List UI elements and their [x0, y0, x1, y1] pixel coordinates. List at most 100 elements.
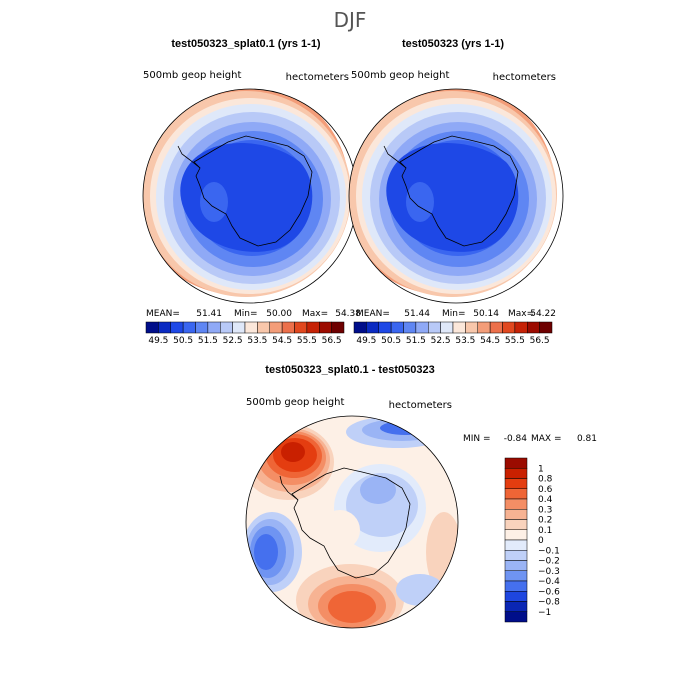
- diff-colorbar-tick-label: 0.4: [538, 495, 553, 505]
- left-colorbar-swatch: [195, 321, 209, 334]
- left-colorbar-swatch: [170, 321, 184, 334]
- diff-contour-band: [328, 591, 376, 623]
- diff-colorbar-swatch: [504, 591, 528, 602]
- right-panel-title: test050323 (yrs 1-1): [402, 38, 504, 50]
- right-colorbar-tick-label: 53.5: [455, 336, 475, 346]
- diff-min-label: MIN =: [463, 434, 491, 444]
- right-colorbar-swatch: [477, 321, 491, 334]
- left-colorbar-tick-label: 50.5: [173, 336, 193, 346]
- diff-max-value: 0.81: [577, 434, 597, 444]
- diff-colorbar-tick-label: 0.3: [538, 505, 552, 515]
- right-colorbar-swatch: [489, 321, 503, 334]
- right-colorbar-swatch: [428, 321, 441, 334]
- diff-max-label: MAX =: [531, 434, 562, 444]
- right-peninsula: [383, 145, 407, 169]
- right-colorbar-swatch: [465, 321, 478, 334]
- left-mean-label: MEAN=: [146, 309, 180, 319]
- diff-colorbar-tick-label: −0.3: [538, 567, 560, 577]
- diff-colorbar-swatch: [504, 539, 528, 551]
- diff-min-value: -0.84: [504, 434, 528, 444]
- left-contour-band: [180, 143, 313, 252]
- diff-colorbar-swatch: [504, 550, 528, 561]
- diff-contour-band: [396, 574, 444, 606]
- right-colorbar-swatch: [514, 321, 528, 334]
- left-min-value: 50.00: [266, 309, 292, 319]
- diff-colorbar-swatch: [504, 509, 528, 520]
- left-colorbar: 49.5 50.5 51.5 52.5 53.5 54.5 55.5 56.5: [145, 321, 345, 346]
- left-contour-band: [200, 182, 228, 222]
- left-peninsula: [177, 145, 201, 169]
- diff-contour-band: [254, 534, 278, 570]
- diff-colorbar-swatch: [504, 529, 528, 541]
- diff-map: [246, 416, 458, 628]
- diff-colorbar-tick-label: 0: [538, 536, 544, 546]
- right-map: [349, 89, 557, 297]
- diff-colorbar-tick-label: 0.1: [538, 526, 552, 536]
- right-colorbar-swatch: [502, 321, 516, 334]
- diff-colorbar-tick-label: 0.8: [538, 475, 553, 485]
- right-colorbar-swatch: [415, 321, 429, 334]
- left-colorbar-swatch: [306, 321, 320, 334]
- right-colorbar-swatch: [378, 321, 392, 334]
- right-colorbar-swatch: [452, 321, 466, 334]
- diff-colorbar-swatch: [504, 570, 528, 582]
- right-colorbar-swatch: [440, 321, 454, 334]
- right-panel-units-label: hectometers: [493, 72, 556, 83]
- diff-colorbar-tick-label: −0.8: [538, 598, 560, 608]
- left-max-label: Max=: [302, 309, 328, 319]
- left-colorbar-swatch: [257, 321, 270, 334]
- diff-map-boundary: [245, 415, 459, 629]
- right-colorbar-tick-label: 54.5: [480, 336, 500, 346]
- right-colorbar-swatch: [539, 321, 553, 334]
- diff-panel-variable-label: 500mb geop height: [246, 397, 344, 408]
- right-contour-band: [406, 182, 434, 222]
- diff-colorbar-tick-label: 0.2: [538, 516, 552, 526]
- diff-colorbar-tick-label: −1: [538, 608, 551, 618]
- diff-colorbar-swatch: [504, 519, 528, 530]
- right-mean-label: MEAN=: [356, 309, 390, 319]
- left-colorbar-swatch: [182, 321, 196, 334]
- diff-peninsula: [279, 475, 299, 501]
- diff-colorbar-swatch: [504, 457, 528, 469]
- left-panel-variable-label: 500mb geop height: [143, 70, 241, 81]
- right-colorbar-tick-label: 50.5: [381, 336, 401, 346]
- left-colorbar-swatch: [207, 321, 221, 334]
- left-map: [143, 89, 351, 297]
- left-colorbar-swatch: [158, 321, 171, 334]
- right-colorbar-swatch: [527, 321, 540, 334]
- right-max-value: 54.22: [530, 309, 556, 319]
- left-colorbar-swatch: [269, 321, 283, 334]
- right-max-label: Max=: [508, 309, 534, 319]
- diff-colorbar-swatch: [504, 611, 528, 623]
- right-min-value: 50.14: [473, 309, 499, 319]
- diff-colorbar-swatch: [504, 478, 528, 489]
- right-mean-value: 51.44: [404, 309, 430, 319]
- diff-colorbar-tick-label: −0.4: [538, 577, 560, 587]
- left-colorbar-swatch: [232, 321, 246, 334]
- diff-contour-band: [281, 442, 305, 462]
- right-colorbar-tick-label: 49.5: [356, 336, 376, 346]
- left-colorbar-tick-label: 52.5: [223, 336, 243, 346]
- diff-panel-units-label: hectometers: [389, 400, 452, 411]
- right-colorbar-tick-label: 51.5: [406, 336, 426, 346]
- left-mean-value: 51.41: [196, 309, 222, 319]
- left-colorbar-swatch: [294, 321, 308, 334]
- left-panel-units-label: hectometers: [286, 72, 349, 83]
- right-panel-variable-label: 500mb geop height: [351, 70, 449, 81]
- right-colorbar-swatch: [390, 321, 404, 334]
- left-colorbar-swatch: [244, 321, 258, 334]
- left-colorbar-swatch: [145, 321, 159, 334]
- diff-panel-title: test050323_splat0.1 - test050323: [265, 364, 434, 376]
- diff-colorbar: 10.80.60.40.30.20.10−0.1−0.2−0.3−0.4−0.6…: [504, 457, 560, 623]
- left-colorbar-swatch: [319, 321, 332, 334]
- right-colorbar: 49.5 50.5 51.5 52.5 53.5 54.5 55.5 56.5: [353, 321, 553, 346]
- diff-colorbar-swatch: [504, 468, 528, 479]
- left-min-label: Min=: [234, 309, 258, 319]
- diff-colorbar-swatch: [504, 488, 528, 500]
- left-colorbar-tick-label: 49.5: [148, 336, 168, 346]
- left-colorbar-tick-label: 54.5: [272, 336, 292, 346]
- diff-colorbar-tick-label: −0.1: [538, 546, 560, 556]
- right-colorbar-tick-label: 56.5: [530, 336, 550, 346]
- right-colorbar-swatch: [366, 321, 379, 334]
